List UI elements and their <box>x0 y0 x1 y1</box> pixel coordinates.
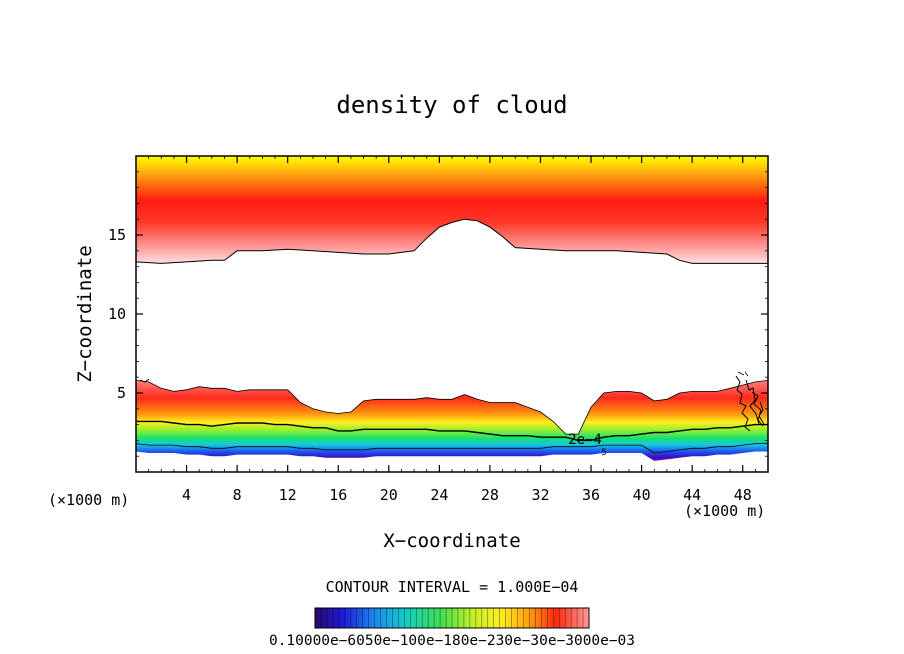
colorbar-labels: 0.10000e−6050e−100e−180e−230e−30e−3000e−… <box>269 633 635 649</box>
contour-noise-cluster <box>139 371 765 432</box>
contour-interval: CONTOUR INTERVAL = 1.000E−04 <box>326 578 579 596</box>
x-tick-label: 48 <box>734 486 752 504</box>
lower-cloud-contour-outer <box>136 380 768 435</box>
contour-bottom <box>136 443 768 454</box>
x-tick-label: 36 <box>582 486 600 504</box>
x-tick-label: 28 <box>481 486 499 504</box>
x-tick-label: 40 <box>633 486 651 504</box>
contour-2e-4 <box>136 420 768 442</box>
x-unit-left: (×1000 m) <box>48 491 129 509</box>
x-tick-label: 44 <box>683 486 701 504</box>
x-tick-label: 24 <box>430 486 448 504</box>
x-tick-label: 32 <box>531 486 549 504</box>
y-axis-ticks: 5 10 15 <box>108 171 768 457</box>
lower-cloud-layer <box>136 380 768 461</box>
colorbar-ticks <box>320 608 584 628</box>
upper-cloud-contour <box>136 218 768 264</box>
upper-cloud-layer <box>136 156 768 264</box>
y-axis-label: Z−coordinate <box>74 245 96 382</box>
x-tick-label: 16 <box>329 486 347 504</box>
y-tick-label: 15 <box>108 226 126 244</box>
chart-title: density of cloud <box>336 91 567 119</box>
x-unit-right: (×1000 m) <box>684 502 765 520</box>
plot-area <box>136 156 768 461</box>
y-tick-label: 10 <box>108 305 126 323</box>
contour-label: 2e−4 <box>568 432 602 448</box>
colorbar-frame <box>314 607 590 629</box>
x-axis-ticks: 4 8 12 16 20 24 28 32 36 40 44 48 <box>148 156 756 504</box>
x-tick-label: 4 <box>182 486 191 504</box>
contour-label-small: 5 <box>601 448 606 458</box>
x-tick-label: 20 <box>380 486 398 504</box>
x-tick-label: 8 <box>233 486 242 504</box>
x-axis-label: X−coordinate <box>383 530 520 552</box>
x-tick-label: 12 <box>279 486 297 504</box>
y-tick-label: 5 <box>117 384 126 402</box>
